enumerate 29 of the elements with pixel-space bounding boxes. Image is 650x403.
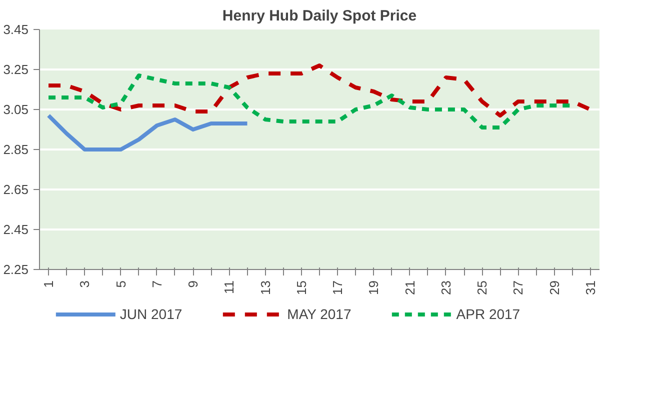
line-series xyxy=(46,114,250,152)
x-tick-label: 27 xyxy=(510,280,526,295)
y-tick-label: 2.45 xyxy=(3,222,29,237)
y-tick-label: 2.85 xyxy=(3,142,29,157)
x-tick-label: 23 xyxy=(438,280,454,295)
x-tick-label: 17 xyxy=(330,280,346,295)
x-tick-label: 7 xyxy=(149,280,164,288)
x-tick-label: 19 xyxy=(366,280,382,295)
legend-label: APR 2017 xyxy=(456,306,520,322)
x-tick-label: 5 xyxy=(113,280,128,288)
line-series xyxy=(46,64,592,118)
x-tick-label: 1 xyxy=(41,280,56,288)
x-tick-label: 9 xyxy=(186,280,201,288)
x-tick-label: 21 xyxy=(402,280,418,295)
y-tick-label: 2.65 xyxy=(3,182,29,197)
y-tick-label: 3.45 xyxy=(3,22,29,37)
legend-label: MAY 2017 xyxy=(287,306,352,322)
x-tick-label: 29 xyxy=(546,280,562,295)
x-tick-label: 3 xyxy=(77,280,92,288)
x-tick-label: 11 xyxy=(222,280,237,294)
y-tick-label: 3.25 xyxy=(3,62,29,77)
legend-label: JUN 2017 xyxy=(120,306,182,322)
y-tick-label: 2.25 xyxy=(3,262,29,277)
x-tick-label: 25 xyxy=(474,280,490,295)
x-tick-label: 15 xyxy=(294,280,309,295)
x-tick-label: 31 xyxy=(582,280,598,295)
y-tick-label: 3.05 xyxy=(3,102,29,117)
x-tick-label: 13 xyxy=(258,280,273,295)
chart-title: Henry Hub Daily Spot Price xyxy=(222,8,417,24)
